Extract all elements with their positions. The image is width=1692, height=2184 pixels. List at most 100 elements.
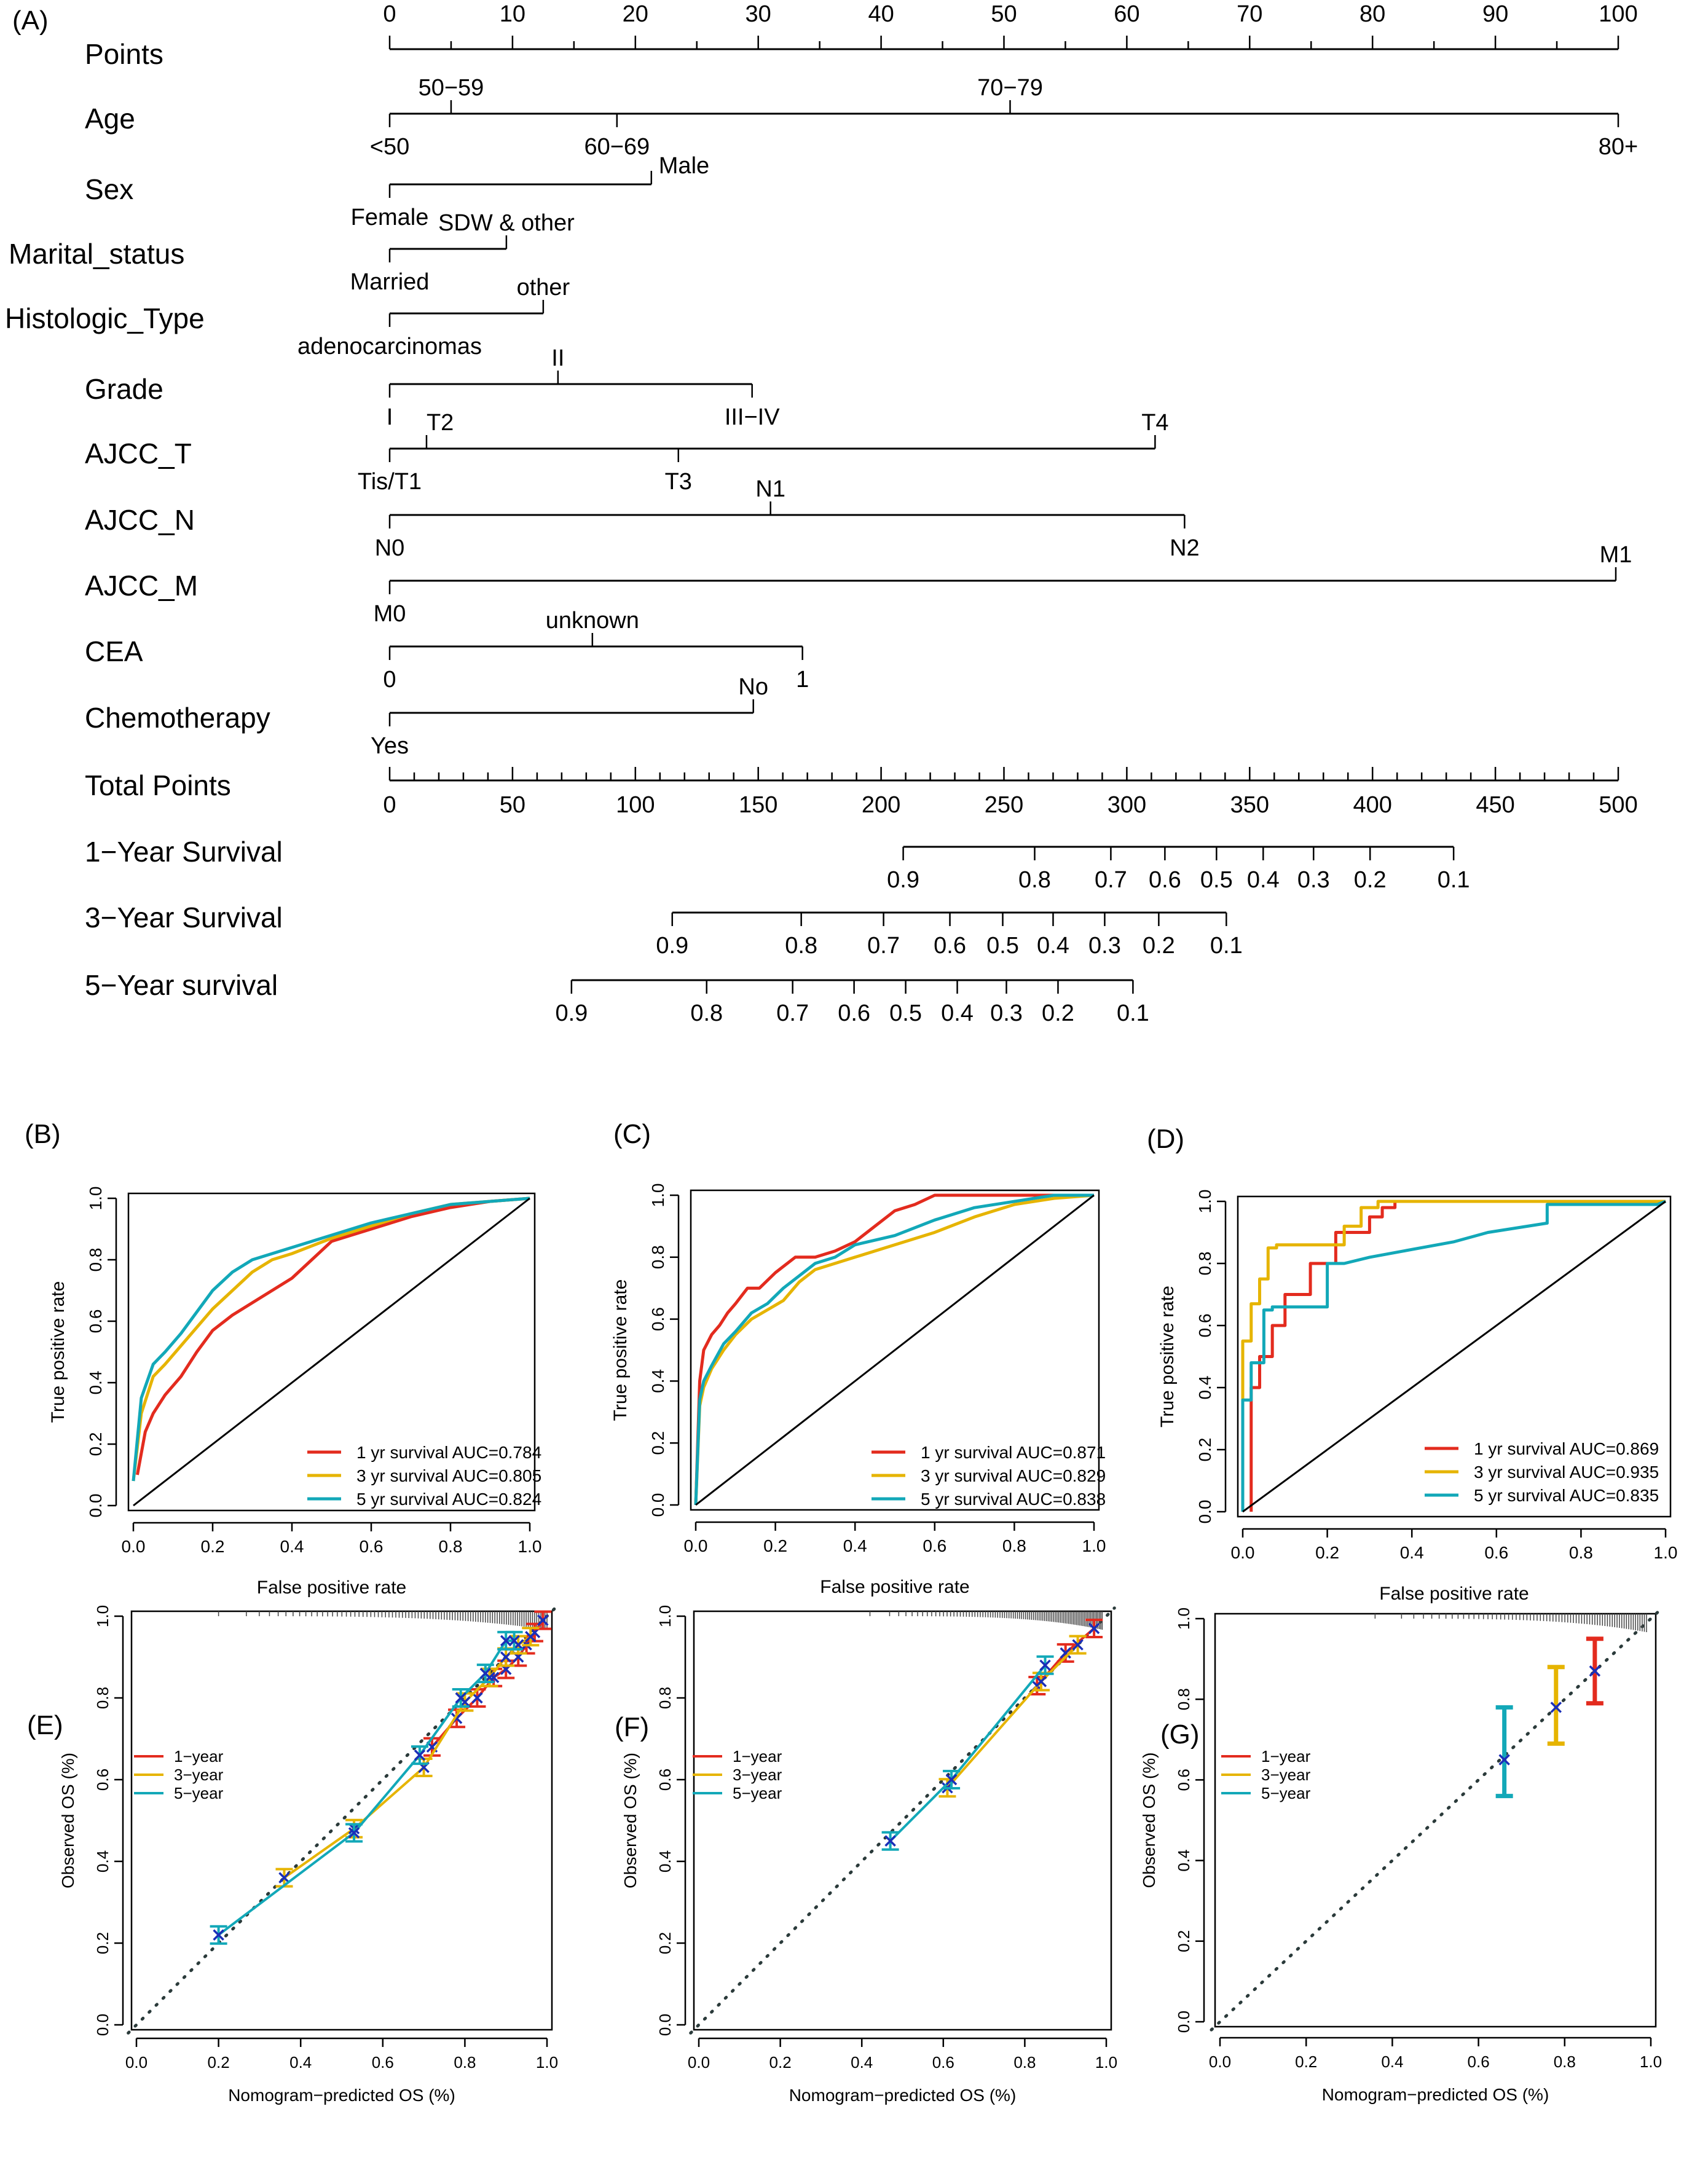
prob-label: 0.8 <box>1018 867 1051 893</box>
prob-label: 0.8 <box>785 933 817 959</box>
prob-label: 0.6 <box>934 933 966 959</box>
axis-tick-label: 10 <box>500 1 525 27</box>
y-tick-label: 0.6 <box>1175 1769 1193 1791</box>
axis-tick-label: 80 <box>1360 1 1385 27</box>
row-label-grade: Grade <box>85 373 163 405</box>
y-tick-label: 0.0 <box>656 2014 674 2036</box>
prob-label: 0.4 <box>1037 933 1069 959</box>
x-tick-label: 1.0 <box>1095 2053 1117 2072</box>
scale-label-80: 80+ <box>1599 134 1638 160</box>
scale-label-other: other <box>517 275 570 300</box>
row-label-total-points: Total Points <box>85 769 231 801</box>
y-tick-label: 0.8 <box>648 1245 667 1269</box>
row-label-points: Points <box>85 38 163 70</box>
axis-tick-label: 400 <box>1353 792 1391 818</box>
x-axis-label: False positive rate <box>820 1577 969 1597</box>
roc-curve-reference <box>133 1197 530 1507</box>
legend-label-1-year: 1−year <box>733 1747 782 1766</box>
scale-label-iii-iv: III−IV <box>725 404 780 430</box>
calibration-line-3-year <box>946 1644 1079 1789</box>
axis-tick-label: 100 <box>616 792 655 818</box>
y-tick-label: 0.4 <box>656 1850 674 1872</box>
y-axis-label: Observed OS (%) <box>621 1753 640 1888</box>
calibration-line-5-year <box>218 1639 514 1936</box>
ideal-line <box>127 1606 557 2035</box>
x-tick-label: 0.6 <box>1468 2052 1490 2071</box>
row-label-ajcc-n: AJCC_N <box>85 504 195 536</box>
y-tick-label: 0.4 <box>1195 1376 1214 1400</box>
y-tick-label: 0.8 <box>86 1248 105 1272</box>
prob-label: 0.4 <box>1247 867 1280 893</box>
roc-curve-5-yr-survival-auc-0-835 <box>1241 1200 1666 1512</box>
roc-curve-5-yr-survival-auc-0-838 <box>694 1193 1094 1506</box>
prob-label: 0.9 <box>656 933 688 959</box>
legend-label-1-year: 1−year <box>1261 1747 1311 1766</box>
y-tick-label: 0.6 <box>656 1769 674 1791</box>
y-tick-label: 1.0 <box>656 1605 674 1627</box>
data-point-5-year <box>213 1929 224 1941</box>
x-tick-label: 0.4 <box>289 2053 312 2072</box>
legend-label-3-year: 3−year <box>1261 1766 1311 1784</box>
roc-panel-b: (B) 0.0 0.0 0.2 0.2 0.4 0.4 0.6 0.6 0.8 0.8 1.0 1.0 F… <box>25 1119 541 1598</box>
panel-label: (G) <box>1160 1719 1200 1750</box>
legend-label-1-yr-survival-auc-0-784: 1 yr survival AUC=0.784 <box>356 1443 541 1462</box>
axis-tick-label: 0 <box>383 1 396 27</box>
scale-label-male: Male <box>659 153 709 179</box>
legend-label-1-year: 1−year <box>174 1747 224 1766</box>
y-tick-label: 0.0 <box>648 1493 667 1517</box>
y-tick-label: 0.0 <box>1175 2011 1193 2033</box>
data-point-3-year <box>278 1872 290 1884</box>
axis-tick-label: 30 <box>746 1 771 27</box>
x-tick-label: 0.8 <box>1554 2052 1576 2071</box>
y-tick-label: 0.2 <box>656 1932 674 1954</box>
axis-tick-label: 50 <box>500 792 525 818</box>
x-tick-label: 0.2 <box>1295 2052 1317 2071</box>
axis-tick-label: 40 <box>868 1 894 27</box>
roc-curve-1-yr-survival-auc-0-784 <box>135 1196 530 1475</box>
scale-label-adenocarcinomas: adenocarcinomas <box>297 334 482 359</box>
scale-label-unknown: unknown <box>546 608 639 634</box>
x-tick-label: 1.0 <box>1654 1543 1678 1562</box>
scale-label-tis-t1: Tis/T1 <box>358 469 422 495</box>
y-axis-label: True positive rate <box>1157 1286 1178 1428</box>
x-axis-label: False positive rate <box>1379 1584 1529 1604</box>
scale-label-ii: II <box>551 345 564 371</box>
x-tick-label: 0.8 <box>439 1537 463 1556</box>
x-axis-label: Nomogram−predicted OS (%) <box>228 2086 455 2105</box>
row-label-ajcc-t: AJCC_T <box>85 438 192 469</box>
prob-label: 0.1 <box>1117 1000 1149 1026</box>
data-point-5-year <box>508 1635 520 1647</box>
legend-label-5-year: 5−year <box>1261 1784 1311 1802</box>
roc-curve-1-yr-survival-auc-0-871 <box>694 1193 1094 1506</box>
row-label-sex: Sex <box>85 173 133 205</box>
data-point-5-year <box>500 1635 512 1647</box>
x-tick-label: 0.2 <box>769 2053 792 2072</box>
scale-label-1: 1 <box>796 667 809 693</box>
prob-label: 0.3 <box>990 1000 1023 1026</box>
row-label-histologic-type: Histologic_Type <box>5 302 205 334</box>
prob-label: 0.1 <box>1438 867 1470 893</box>
axis-tick-label: 250 <box>985 792 1023 818</box>
prob-label: 0.2 <box>1354 867 1387 893</box>
scale-label-0: 0 <box>383 667 396 693</box>
prob-label: 0.3 <box>1088 933 1121 959</box>
scale-label-m0: M0 <box>374 601 406 627</box>
legend-label-3-year: 3−year <box>174 1766 224 1784</box>
data-point-5-year <box>1498 1754 1510 1766</box>
y-tick-label: 1.0 <box>86 1187 105 1211</box>
prob-label: 0.1 <box>1210 933 1243 959</box>
legend-label-3-yr-survival-auc-0-805: 3 yr survival AUC=0.805 <box>356 1466 541 1485</box>
legend-label-5-yr-survival-auc-0-835: 5 yr survival AUC=0.835 <box>1474 1486 1659 1505</box>
row-label-5-year-survival: 5−Year survival <box>85 969 278 1001</box>
row-label-ajcc-m: AJCC_M <box>85 570 198 602</box>
data-point-5-year <box>945 1774 958 1786</box>
scale-label-m1: M1 <box>1600 542 1632 568</box>
y-tick-label: 0.0 <box>86 1494 105 1518</box>
scale-label-50: <50 <box>370 134 409 160</box>
data-point-3-year <box>500 1651 512 1663</box>
legend-label-3-yr-survival-auc-0-935: 3 yr survival AUC=0.935 <box>1474 1463 1659 1482</box>
data-point-3-year <box>1035 1676 1047 1687</box>
prob-label: 0.2 <box>1042 1000 1074 1026</box>
